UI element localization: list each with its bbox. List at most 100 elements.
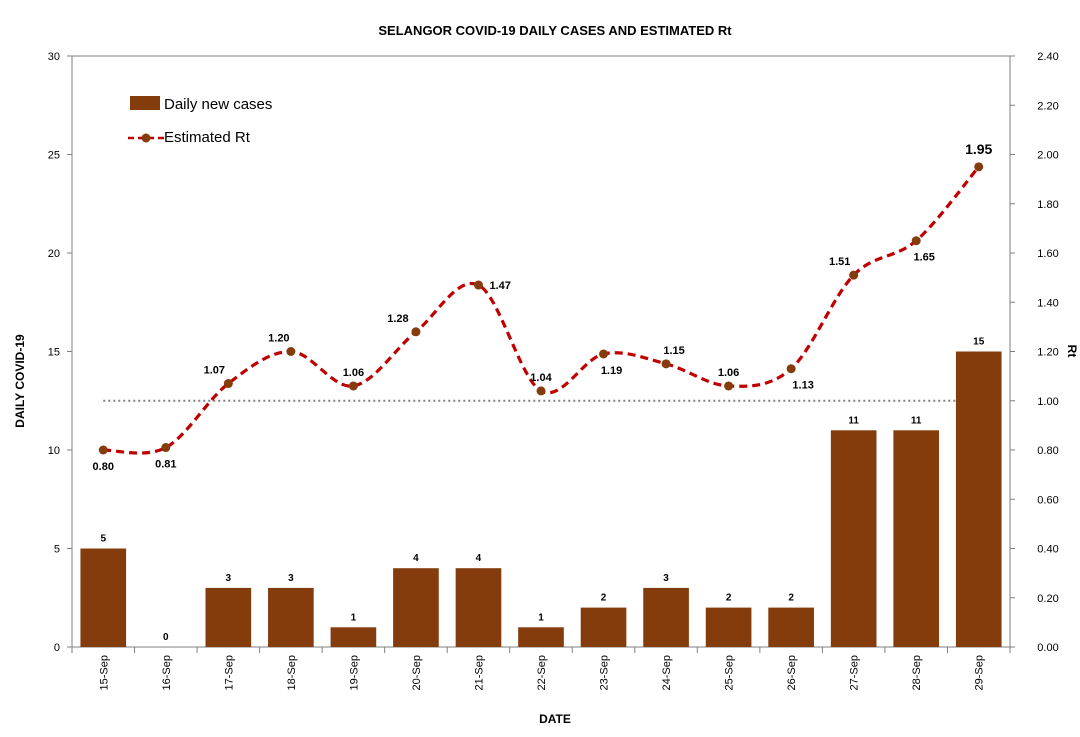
- bar-value-label: 2: [788, 593, 794, 604]
- bar-value-label: 0: [163, 632, 169, 643]
- x-tick-label: 29-Sep: [974, 655, 986, 690]
- x-tick-label: 22-Sep: [536, 655, 548, 690]
- bar-value-label: 3: [663, 573, 669, 584]
- chart-title: SELANGOR COVID-19 DAILY CASES AND ESTIMA…: [378, 23, 732, 38]
- rt-point-26-Sep: [786, 364, 796, 374]
- rt-point-22-Sep: [536, 386, 546, 396]
- y-tick-label: 20: [48, 248, 60, 260]
- y2-tick-label: 2.00: [1037, 150, 1058, 162]
- y-axis-right: 0.00 0.20 0.40 0.60 0.80 1.00 1.20 1.40 1.60 1.80…: [1010, 51, 1059, 654]
- rt-point-29-Sep: [974, 162, 984, 172]
- x-axis-title: DATE: [539, 712, 571, 726]
- bar-value-label: 4: [413, 553, 419, 564]
- bar-17-Sep: [205, 587, 252, 647]
- bar-22-Sep: [518, 627, 564, 647]
- x-axis: 15-Sep 16-Sep 17-Sep 18-Sep 19-Sep 20-Sep 21-S…: [71, 647, 1011, 690]
- x-tick-label: 21-Sep: [473, 655, 485, 690]
- bar-value-label: 5: [100, 534, 106, 545]
- rt-point-18-Sep: [286, 347, 296, 356]
- y2-tick-label: 2.40: [1037, 51, 1058, 63]
- bar-23-Sep: [580, 607, 627, 647]
- rt-value-label: 1.20: [268, 333, 289, 345]
- x-tick-label: 23-Sep: [599, 655, 611, 690]
- y2-tick-label: 1.60: [1037, 248, 1058, 260]
- bar-15-Sep: [80, 548, 127, 647]
- bar-20-Sep: [393, 568, 439, 647]
- legend-bar-swatch: [130, 96, 160, 110]
- y-tick-label: 0: [54, 642, 60, 654]
- y-tick-label: 25: [48, 150, 60, 162]
- rt-value-label: 0.80: [93, 461, 114, 473]
- rt-point-21-Sep: [473, 280, 483, 290]
- rt-point-17-Sep: [223, 379, 233, 389]
- rt-value-label: 1.07: [204, 365, 225, 377]
- y2-tick-label: 1.40: [1037, 297, 1058, 309]
- bar-21-Sep: [455, 568, 502, 647]
- y2-tick-label: 0.40: [1037, 544, 1058, 556]
- x-tick-label: 26-Sep: [786, 655, 798, 690]
- bar-value-label: 1: [351, 612, 357, 623]
- bar-value-label: 2: [726, 593, 732, 604]
- x-tick-label: 15-Sep: [98, 655, 110, 690]
- bar-28-Sep: [893, 430, 940, 647]
- rt-value-label: 1.51: [829, 256, 850, 268]
- rt-point-27-Sep: [849, 270, 859, 280]
- bar-27-Sep: [830, 430, 877, 647]
- rt-value-label: 1.15: [663, 345, 684, 357]
- rt-point-23-Sep: [599, 349, 609, 359]
- rt-value-label: 0.81: [155, 459, 176, 471]
- x-tick-label: 18-Sep: [286, 655, 298, 690]
- x-tick-label: 27-Sep: [849, 655, 861, 690]
- bar-24-Sep: [643, 587, 689, 647]
- y-tick-label: 5: [54, 544, 60, 556]
- x-tick-label: 19-Sep: [348, 655, 360, 690]
- bar-value-label: 4: [476, 553, 482, 564]
- x-tick-label: 28-Sep: [911, 655, 923, 690]
- y2-tick-label: 0.80: [1037, 445, 1058, 457]
- rt-value-label: 1.19: [601, 365, 622, 377]
- rt-value-label: 1.06: [343, 367, 364, 379]
- rt-point-19-Sep: [348, 381, 358, 391]
- y-axis-title-left: DAILY COVID-19: [13, 334, 27, 428]
- rt-point-25-Sep: [724, 381, 734, 391]
- bar-19-Sep: [330, 627, 377, 647]
- bar-series: 5 0 3 3 1 4 4 1 2 3 2 2 11 11 15: [80, 337, 1002, 647]
- legend-line-label: Estimated Rt: [164, 129, 251, 146]
- bar-value-label: 1: [538, 612, 544, 623]
- bar-25-Sep: [705, 607, 752, 647]
- y2-tick-label: 0.00: [1037, 642, 1058, 654]
- y-tick-label: 10: [48, 445, 60, 457]
- y-axis-title-right: Rt: [1065, 345, 1079, 358]
- bar-26-Sep: [768, 607, 814, 647]
- y2-tick-label: 1.00: [1037, 396, 1058, 408]
- bar-value-label: 11: [848, 415, 859, 426]
- x-tick-label: 17-Sep: [223, 655, 235, 690]
- y2-tick-label: 2.20: [1037, 100, 1058, 112]
- legend-line-marker: [141, 133, 151, 143]
- rt-value-label: 1.28: [387, 313, 408, 325]
- rt-line-series: 0.80 0.81 1.07 1.20 1.06 1.28 1.47 1.04 1.19 1.15…: [93, 141, 993, 473]
- rt-line: [103, 165, 980, 455]
- x-tick-label: 25-Sep: [724, 655, 736, 690]
- rt-value-label: 1.47: [489, 280, 510, 292]
- bar-18-Sep: [268, 587, 314, 647]
- rt-point-20-Sep: [411, 327, 421, 337]
- bar-value-label: 11: [911, 415, 922, 426]
- bar-value-label: 3: [226, 573, 232, 584]
- rt-point-16-Sep: [161, 443, 171, 453]
- x-tick-label: 24-Sep: [661, 655, 673, 690]
- rt-value-label: 1.95: [965, 141, 992, 157]
- y2-tick-label: 0.20: [1037, 593, 1058, 605]
- y2-tick-label: 1.20: [1037, 347, 1058, 359]
- x-tick-label: 20-Sep: [411, 655, 423, 690]
- rt-value-label: 1.13: [792, 380, 813, 392]
- y-tick-label: 15: [48, 347, 60, 359]
- y-tick-label: 30: [48, 51, 60, 63]
- y-axis-left: 0 5 10 15 20 25 30: [48, 51, 72, 654]
- legend: Daily new cases Estimated Rt: [128, 96, 272, 146]
- rt-value-label: 1.04: [530, 372, 552, 384]
- x-tick-label: 16-Sep: [161, 655, 173, 690]
- rt-value-label: 1.65: [913, 252, 934, 264]
- bar-value-label: 3: [288, 573, 294, 584]
